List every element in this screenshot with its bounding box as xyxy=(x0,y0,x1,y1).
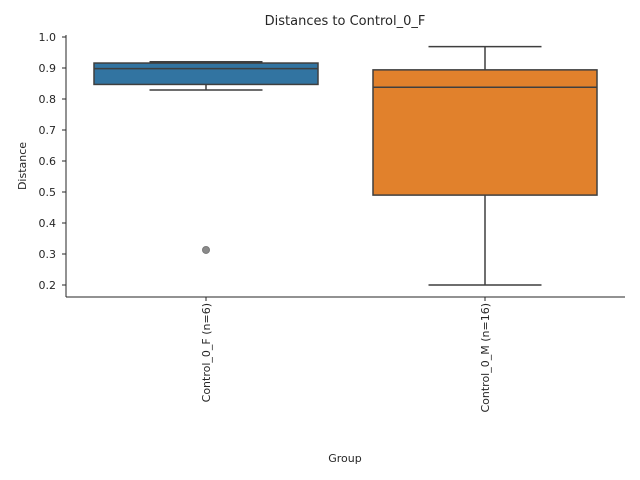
x-tick-label: Control_0_M (n=16) xyxy=(479,303,492,413)
y-tick-label: 0.3 xyxy=(39,248,57,261)
y-tick-label: 0.6 xyxy=(39,155,57,168)
y-tick-label: 0.4 xyxy=(39,217,57,230)
y-tick-label: 0.5 xyxy=(39,186,57,199)
y-tick-label: 0.9 xyxy=(39,62,57,75)
chart-title: Distances to Control_0_F xyxy=(265,14,426,29)
y-tick-label: 0.2 xyxy=(39,279,57,292)
box-1 xyxy=(93,62,319,86)
outlier-point xyxy=(202,245,210,254)
y-tick-label: 0.7 xyxy=(39,124,57,137)
y-tick-label: 1.0 xyxy=(39,31,57,44)
x-axis-label: Group xyxy=(328,452,362,465)
y-tick-label: 0.8 xyxy=(39,93,57,106)
x-tick-label: Control_0_F (n=6) xyxy=(200,303,213,402)
box-2 xyxy=(372,69,598,196)
y-axis-label: Distance xyxy=(16,142,29,190)
